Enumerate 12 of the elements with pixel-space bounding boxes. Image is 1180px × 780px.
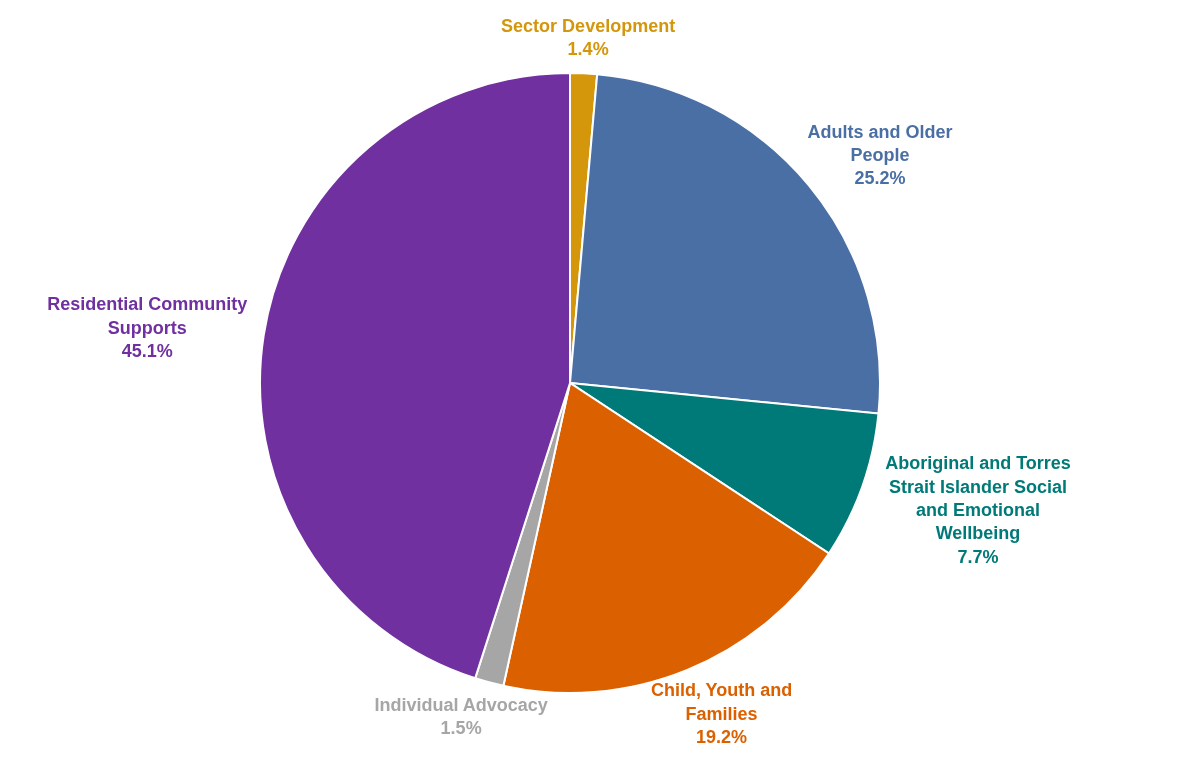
slice-label: Sector Development [501,16,676,37]
data-label: 1.5% [440,718,482,739]
slice-label: Residential Community Supports [47,294,248,338]
data-label: 7.7% [957,546,999,567]
data-label: 25.2% [854,168,906,189]
slice-label: Individual Advocacy [374,694,548,715]
slice-label: Aboriginal and Torres Strait Islander Social and Emotional Wellbeing [885,453,1071,544]
data-label: 1.4% [567,39,609,60]
data-label: 45.1% [121,341,173,361]
slice-label: Adults and Older People [807,121,953,165]
data-label: 19.2% [696,727,748,748]
slice-label: Child, Youth and Families [650,680,793,724]
